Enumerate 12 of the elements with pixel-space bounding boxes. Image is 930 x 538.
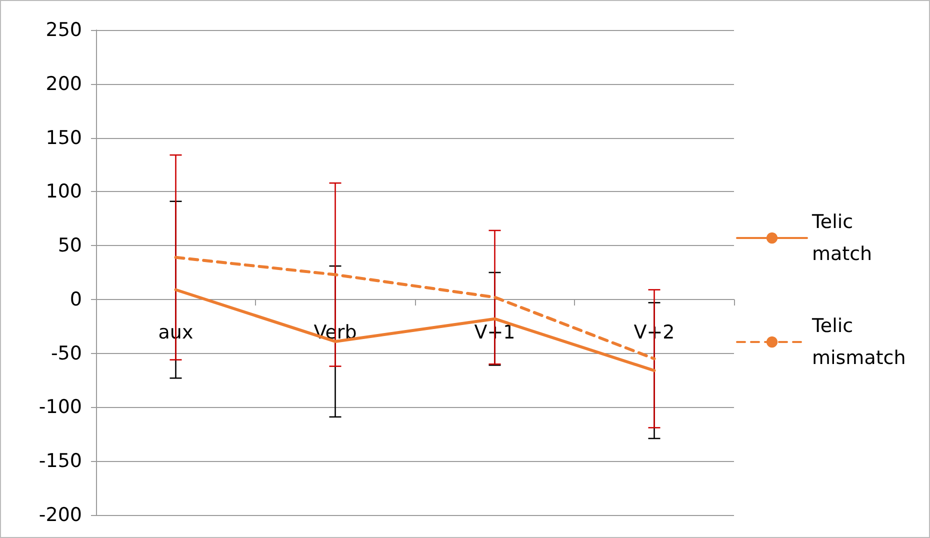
y-tick-label: 150: [46, 126, 82, 149]
y-tick-label: 250: [46, 19, 82, 41]
y-tick-label: 50: [58, 234, 82, 257]
y-tick-label: 0: [70, 288, 82, 310]
legend-label: Telic mismatch: [811, 315, 906, 369]
legend-label: Telic match: [811, 211, 872, 265]
y-tick-label: 100: [46, 180, 82, 203]
y-tick-label: 200: [46, 72, 82, 95]
y-tick-label: -100: [38, 396, 82, 418]
y-tick-label: -150: [38, 450, 82, 472]
y-tick-label: -200: [38, 504, 82, 526]
y-tick-label: -50: [50, 342, 82, 364]
